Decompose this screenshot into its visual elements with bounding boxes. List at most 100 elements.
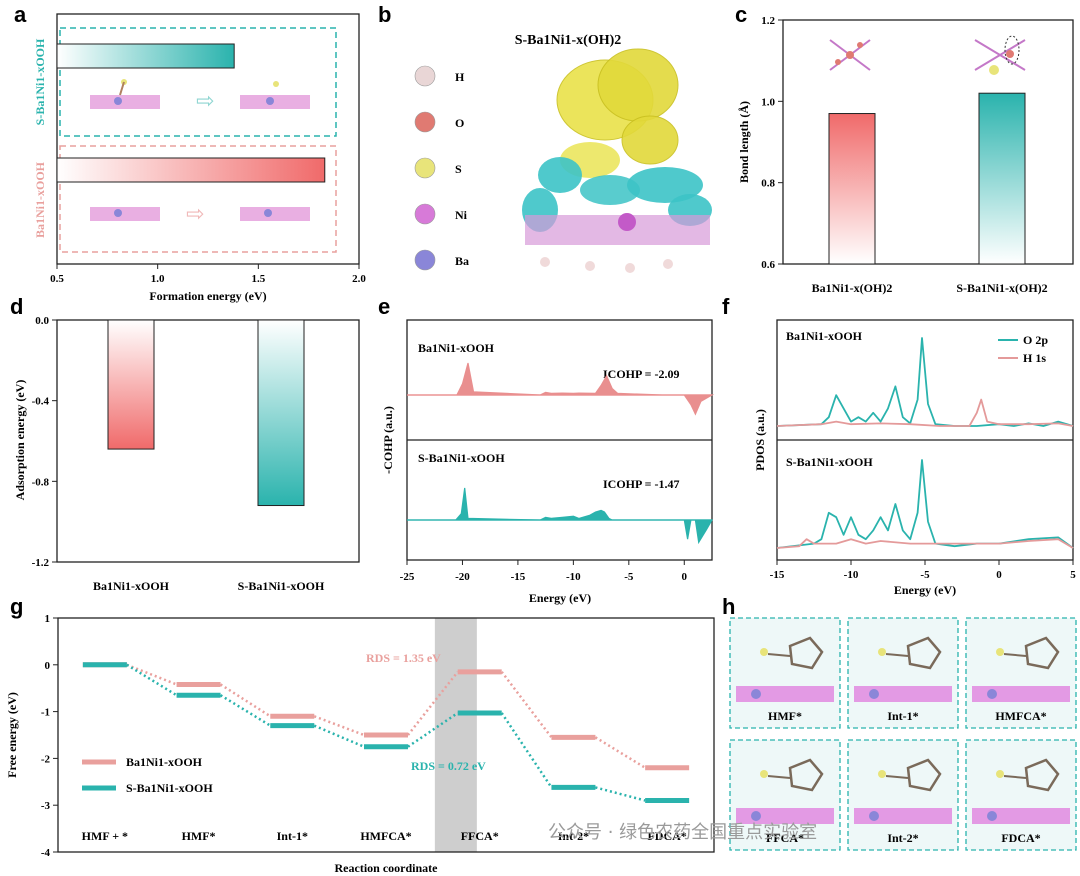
panel-g-connector-1-3 bbox=[407, 711, 459, 748]
panel-f-xtick-label: -10 bbox=[844, 569, 859, 581]
panel-c-y-title: Bond length (Å) bbox=[737, 101, 751, 183]
panel-h-slab bbox=[854, 686, 952, 702]
panel-g-ytick-label: -2 bbox=[41, 753, 51, 765]
panel-a-structure-final bbox=[240, 207, 310, 221]
panel-f-xtick-label: 0 bbox=[996, 569, 1002, 581]
panel-a-x-title: Formation energy (eV) bbox=[149, 289, 266, 303]
panel-g-connector-0-5 bbox=[594, 736, 646, 769]
panel-d-label: d bbox=[10, 294, 23, 319]
panel-e-y-title: -COHP (a.u.) bbox=[381, 406, 395, 474]
panel-h-tile-frame bbox=[965, 617, 1077, 729]
panel-g-y-title: Free energy (eV) bbox=[5, 692, 19, 778]
panel-b-legend-swatch bbox=[414, 157, 436, 179]
panel-h-tile: FFCA* bbox=[729, 739, 841, 851]
panel-b-legend-label: S bbox=[455, 162, 462, 176]
panel-g-annotation-0: RDS = 1.35 eV bbox=[366, 651, 441, 665]
panel-c-frame bbox=[782, 19, 1074, 265]
panel-f-xtick-label: 5 bbox=[1070, 569, 1076, 581]
panel-a-label: a bbox=[14, 2, 27, 27]
panel-f-xtick-label: -15 bbox=[770, 569, 785, 581]
panel-a-cat-1-label: Ba1Ni1-xOOH bbox=[33, 161, 47, 238]
panel-g-ytick-label: -3 bbox=[41, 800, 51, 812]
panel-h-molecule bbox=[788, 758, 824, 792]
panel-g-category-label: HMF + * bbox=[82, 829, 128, 843]
panel-e-xtick-label: -25 bbox=[400, 571, 415, 583]
panel-h-slab bbox=[972, 686, 1070, 702]
panel-a-arrow-icon-1: ⇨ bbox=[196, 89, 214, 114]
panel-b-label: b bbox=[378, 2, 391, 27]
panel-h-molecule bbox=[906, 636, 942, 670]
panel-a-cat-0-label: S-Ba1Ni1-xOOH bbox=[33, 38, 47, 125]
panel-c-ytick-label: 1.0 bbox=[761, 96, 775, 108]
panel-h-ba-atom bbox=[751, 811, 761, 821]
panel-h-tile: Int-2* bbox=[847, 739, 959, 851]
panel-g-category-label: Int-2* bbox=[558, 829, 589, 843]
panel-g-y-axis: 1 0 -1 -2 -3 -4 bbox=[41, 613, 58, 859]
panel-g-connector-1-4 bbox=[500, 712, 553, 789]
panel-g-connector-1-5 bbox=[595, 786, 646, 802]
panel-e-area-1 bbox=[407, 487, 714, 545]
panel-g-rds-highlight bbox=[434, 618, 477, 852]
panel-g-category-label: Int-1* bbox=[277, 829, 308, 843]
panel-f: f PDOS (a.u.) Ba1Ni1-xOOH S-Ba1Ni1-xOOH … bbox=[722, 294, 1076, 597]
panel-e-x-title: Energy (eV) bbox=[529, 591, 591, 605]
panel-a-xtick-label: 2.0 bbox=[352, 273, 366, 285]
panel-a-teal-box bbox=[59, 27, 337, 137]
panel-h-bond bbox=[767, 653, 791, 657]
panel-a-structure-s-initial bbox=[90, 79, 160, 109]
panel-h-tile-label: FFCA* bbox=[766, 831, 804, 845]
panel-h-bond bbox=[1003, 653, 1027, 657]
panel-f-x-title: Energy (eV) bbox=[894, 583, 956, 597]
panel-f-xtick-label: -5 bbox=[920, 569, 930, 581]
panel-g-ytick-label: 0 bbox=[45, 660, 51, 672]
panel-g-x-title: Reaction coordinate bbox=[335, 861, 439, 875]
panel-c-cat-0-label: Ba1Ni1-x(OH)2 bbox=[812, 281, 893, 295]
panel-b: b S-Ba1Ni1-x(OH)2 H O S Ni Ba bbox=[378, 2, 712, 273]
panel-d-cat-1-label: S-Ba1Ni1-xOOH bbox=[238, 579, 325, 593]
panel-g-category-label: HMF* bbox=[182, 829, 216, 843]
panel-g-connector-1-2 bbox=[313, 724, 365, 748]
panel-f-sub-1-o2p-line bbox=[776, 459, 1074, 549]
panel-b-legend-swatch bbox=[414, 249, 436, 271]
panel-h-tile-label: HMFCA* bbox=[995, 709, 1046, 723]
panel-e-sub-1-annotation: ICOHP = -1.47 bbox=[603, 477, 680, 491]
panel-d: d Adsorption energy (eV) 0.0 -0.4 -0.8 -1.2… bbox=[10, 294, 360, 593]
panel-a-frame bbox=[56, 13, 360, 265]
panel-g-ytick-label: -1 bbox=[41, 707, 50, 719]
panel-c: c Bond length (Å) 0.6 0.8 1.0 1.2 Ba1Ni1-x(… bbox=[735, 2, 1074, 295]
panel-g-ytick-label: -4 bbox=[41, 847, 51, 859]
panel-d-frame bbox=[56, 319, 360, 563]
panel-e-sub-0-name: Ba1Ni1-xOOH bbox=[418, 341, 495, 355]
panel-b-legend-label: O bbox=[455, 116, 464, 130]
panel-h-s-atom bbox=[996, 648, 1004, 656]
panel-c-structure-1 bbox=[829, 39, 871, 71]
panel-c-bar-0 bbox=[828, 113, 876, 265]
watermark-text: 公众号 · 绿色农药全国重点实验室 bbox=[548, 822, 817, 843]
panel-g-connector-0-4 bbox=[500, 671, 553, 739]
panel-a-xtick-label: 0.5 bbox=[50, 273, 64, 285]
panel-h: h HMF* Int-1* HMFCA* FFCA* Int-2* FDCA* bbox=[722, 594, 1077, 851]
panel-b-isosurface-image bbox=[522, 48, 712, 273]
panel-g-legend-0: Ba1Ni1-xOOH bbox=[126, 755, 203, 769]
panel-e-xtick-label: -15 bbox=[511, 571, 526, 583]
panel-c-bar-1 bbox=[978, 92, 1026, 265]
panel-a-structure-s-final bbox=[240, 81, 310, 109]
panel-b-legend-label: Ni bbox=[455, 208, 468, 222]
panel-h-s-atom bbox=[760, 770, 768, 778]
panel-f-sub-1-name: S-Ba1Ni1-xOOH bbox=[786, 455, 873, 469]
panel-b-legend-swatch bbox=[414, 203, 436, 225]
panel-e-label: e bbox=[378, 294, 390, 319]
panel-b-legend: H O S Ni Ba bbox=[414, 65, 469, 271]
panel-d-y-axis: 0.0 -0.4 -0.8 -1.2 bbox=[32, 315, 57, 569]
panel-h-slab bbox=[736, 686, 834, 702]
panel-a-structure-initial bbox=[90, 207, 160, 221]
panel-g-category-label: FDCA* bbox=[647, 829, 686, 843]
panel-g-frame bbox=[57, 617, 715, 853]
panel-a-bar-1 bbox=[56, 157, 326, 183]
panel-d-ytick-label: -0.4 bbox=[32, 396, 50, 408]
panel-h-s-atom bbox=[878, 648, 886, 656]
panel-h-tile: FDCA* bbox=[965, 739, 1077, 851]
panel-g-connector-1-0 bbox=[126, 663, 178, 697]
panel-g-category-label: HMFCA* bbox=[360, 829, 411, 843]
